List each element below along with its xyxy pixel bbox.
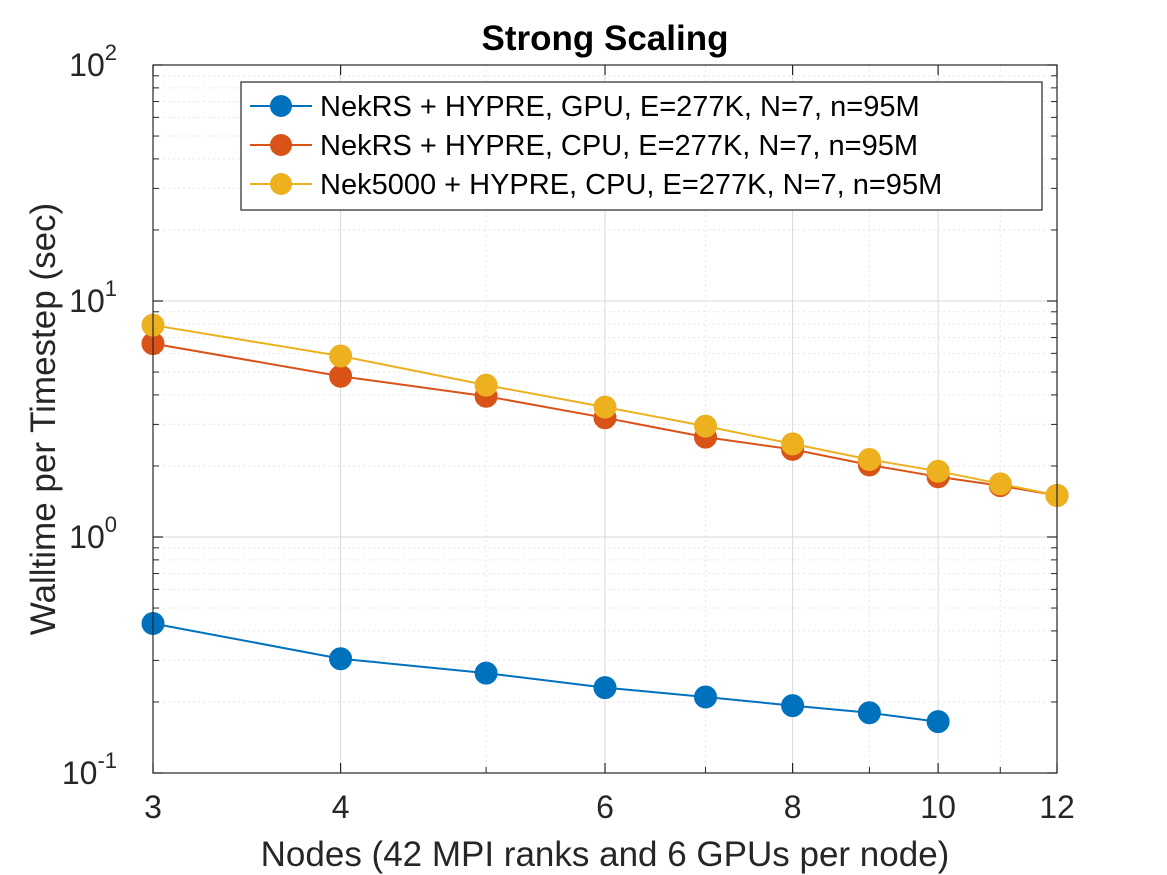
series-line [152,622,939,723]
x-axis-title: Nodes (42 MPI ranks and 6 GPUs per node) [261,835,950,874]
legend-box [240,81,1043,211]
y-tick-label: 102 [69,40,117,83]
x-tick-label: 6 [596,789,614,825]
data-point [329,364,353,388]
y-tick-label: 101 [69,276,117,319]
data-point [329,344,353,368]
plot-box [152,64,1058,774]
legend-label: NekRS + HYPRE, CPU, E=277K, N=7, n=95M [320,130,918,162]
series-line [152,324,1058,497]
series-line [152,342,1058,497]
legend-label: NekRS + HYPRE, GPU, E=277K, N=7, n=95M [320,91,920,123]
data-point [988,472,1012,496]
data-point [857,701,881,725]
series-1 [141,612,950,734]
data-point [474,373,498,397]
legend-marker [270,95,292,117]
y-tick-labels: 10-1 100 101 102 [62,40,117,791]
x-tick-label: 10 [920,789,956,825]
data-point [694,414,718,438]
series-3 [141,313,1069,507]
x-tick-label: 4 [332,789,350,825]
data-point [926,710,950,734]
x-tick-label: 3 [144,789,162,825]
y-tick-label: 10-1 [62,748,117,791]
legend-marker [270,173,292,195]
data-point [694,685,718,709]
legend-marker [270,134,292,156]
data-series [141,313,1069,734]
data-point [781,432,805,456]
y-axis-title: Walltime per Timestep (sec) [24,203,63,635]
data-point [329,647,353,671]
y-tick-label: 100 [69,512,117,555]
data-point [593,676,617,700]
legend: NekRS + HYPRE, GPU, E=277K, N=7, n=95M Ne… [240,81,1043,211]
data-point [781,694,805,718]
legend-label: Nek5000 + HYPRE, CPU, E=277K, N=7, n=95M [320,169,942,201]
x-tick-labels: 3 4 6 8 10 12 [144,789,1075,825]
data-point [593,395,617,419]
data-point [857,448,881,472]
data-point [474,661,498,685]
x-tick-label: 8 [784,789,802,825]
chart-title: Strong Scaling [482,19,729,58]
data-point [926,459,950,483]
x-tick-label: 12 [1039,789,1075,825]
